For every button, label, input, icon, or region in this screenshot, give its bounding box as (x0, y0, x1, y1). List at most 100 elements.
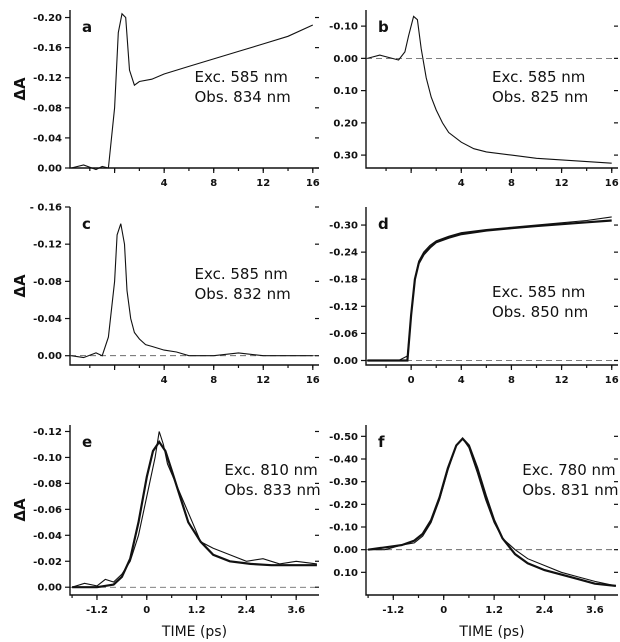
y-tick-label: -0.10 (33, 453, 62, 464)
x-tick-label: 0 (408, 375, 415, 386)
x-tick-label: 4 (161, 375, 168, 386)
x-tick-label: 16 (605, 178, 619, 189)
y-tick-label: -0.10 (329, 22, 358, 33)
y-tick-label: -0.30 (329, 477, 358, 488)
y-tick-label: -0.08 (33, 277, 62, 288)
x-tick-label: 3.6 (586, 605, 604, 616)
y-tick-label: 0.00 (37, 351, 62, 362)
y-tick-label: -0.40 (329, 455, 358, 466)
y-tick-label: -0.12 (33, 240, 62, 251)
y-tick-label: 0.10 (333, 568, 358, 579)
y-tick-label: -0.04 (33, 531, 62, 542)
observation-label: Obs. 832 nm (195, 285, 291, 303)
fit-curve (72, 439, 317, 589)
panel-letter: e (82, 433, 92, 451)
x-tick-label: 3.6 (287, 605, 305, 616)
x-tick-label: 16 (306, 178, 320, 189)
y-tick-label: - 0.16 (30, 203, 62, 214)
y-tick-label: 0.10 (333, 86, 358, 97)
x-tick-label: 12 (256, 375, 270, 386)
panel-letter: c (82, 215, 91, 233)
data-trace (367, 15, 612, 164)
x-tick-label: 2.4 (238, 605, 256, 616)
x-tick-label: 4 (458, 178, 465, 189)
x-tick-label: 8 (508, 178, 515, 189)
x-tick-label: 16 (605, 375, 619, 386)
y-tick-label: 0.00 (333, 545, 358, 556)
data-trace (368, 437, 617, 587)
axes-frame (69, 425, 319, 596)
y-axis-label: ΔA (11, 77, 29, 101)
y-tick-label: -0.18 (329, 275, 358, 286)
panel-b: 4 8 12 16 -0.10 0.00 0.10 0.20 0.30 b Exc. 585 nm O… (329, 10, 619, 189)
x-tick-label: 1.2 (188, 605, 206, 616)
panel-letter: d (378, 215, 389, 233)
panel-f: -1.2 0 1.2 2.4 3.6 0.10 0.00 -0.10 -0.20 -0.30 -0.… (329, 425, 618, 640)
x-tick-label: 2.4 (536, 605, 554, 616)
y-tick-label: 0.20 (333, 118, 358, 129)
panel-letter: b (378, 18, 389, 36)
y-tick-label: -0.50 (329, 432, 358, 443)
y-tick-label: -0.16 (33, 43, 62, 54)
panel-e: -1.2 0 1.2 2.4 3.6 0.00 -0.02 -0.04 -0.06 -0.08 -0… (11, 425, 321, 640)
x-axis-label: TIME (ps) (458, 624, 524, 640)
panel-letter: f (378, 433, 385, 451)
x-tick-label: 8 (210, 178, 217, 189)
y-tick-label: 0.00 (37, 583, 62, 594)
y-tick-label: 0.00 (37, 164, 62, 175)
y-tick-label: -0.20 (329, 500, 358, 511)
x-tick-label: 8 (210, 375, 217, 386)
excitation-label: Exc. 585 nm (195, 265, 288, 283)
observation-label: Obs. 833 nm (224, 481, 320, 499)
y-tick-label: -0.12 (33, 73, 62, 84)
x-tick-label: 8 (508, 375, 515, 386)
y-tick-label: -0.10 (329, 523, 358, 534)
panel-a: 4 8 12 16 0.00 -0.04 -0.08 -0.12 -0.16 -0.20 a Exc.… (11, 10, 320, 189)
observation-label: Obs. 850 nm (492, 303, 588, 321)
y-tick-label: -0.12 (329, 302, 358, 313)
y-tick-label: -0.30 (329, 221, 358, 232)
x-tick-label: 4 (161, 178, 168, 189)
data-trace (71, 12, 314, 171)
excitation-label: Exc. 780 nm (522, 461, 615, 479)
x-axis-label: TIME (ps) (161, 624, 227, 640)
x-tick-label: 12 (555, 178, 569, 189)
y-tick-label: -0.04 (33, 133, 62, 144)
observation-label: Obs. 825 nm (492, 88, 588, 106)
observation-label: Obs. 831 nm (522, 481, 618, 499)
panel-letter: a (82, 18, 92, 36)
y-axis-label: ΔA (11, 274, 29, 298)
data-trace (71, 223, 313, 359)
axes-frame (69, 207, 319, 366)
observation-label: Obs. 834 nm (195, 88, 291, 106)
x-tick-label: 0 (143, 605, 150, 616)
y-tick-label: -0.06 (329, 329, 358, 340)
axes-frame (365, 10, 618, 169)
x-tick-label: 1.2 (485, 605, 503, 616)
data-trace (71, 431, 317, 588)
y-axis-label: ΔA (11, 498, 29, 522)
y-tick-label: -0.02 (33, 557, 62, 568)
x-tick-label: 16 (306, 375, 320, 386)
x-tick-label: 0 (440, 605, 447, 616)
y-tick-label: -0.06 (33, 505, 62, 516)
y-tick-label: 0.00 (333, 54, 358, 65)
axes-frame (365, 425, 618, 596)
x-tick-label: 12 (555, 375, 569, 386)
y-tick-label: 0.30 (333, 151, 358, 162)
excitation-label: Exc. 585 nm (492, 68, 585, 86)
axes-frame (365, 207, 618, 366)
panel-d: 0 4 8 12 16 0.00 -0.06 -0.12 -0.18 -0.24 -0.30 d Exc… (329, 207, 619, 386)
y-tick-label: -0.12 (33, 427, 62, 438)
excitation-label: Exc. 810 nm (224, 461, 317, 479)
y-tick-label: 0.00 (333, 356, 358, 367)
y-tick-label: -0.24 (329, 248, 358, 259)
y-tick-label: -0.08 (33, 479, 62, 490)
y-tick-label: -0.20 (33, 13, 62, 24)
x-tick-label: -1.2 (86, 605, 108, 616)
x-tick-label: 12 (256, 178, 270, 189)
panel-c: 4 8 12 16 0.00 -0.04 -0.08 -0.12 - 0.16 c Exc. 585… (11, 203, 320, 387)
x-tick-label: 4 (458, 375, 465, 386)
fit-curve (367, 219, 612, 362)
